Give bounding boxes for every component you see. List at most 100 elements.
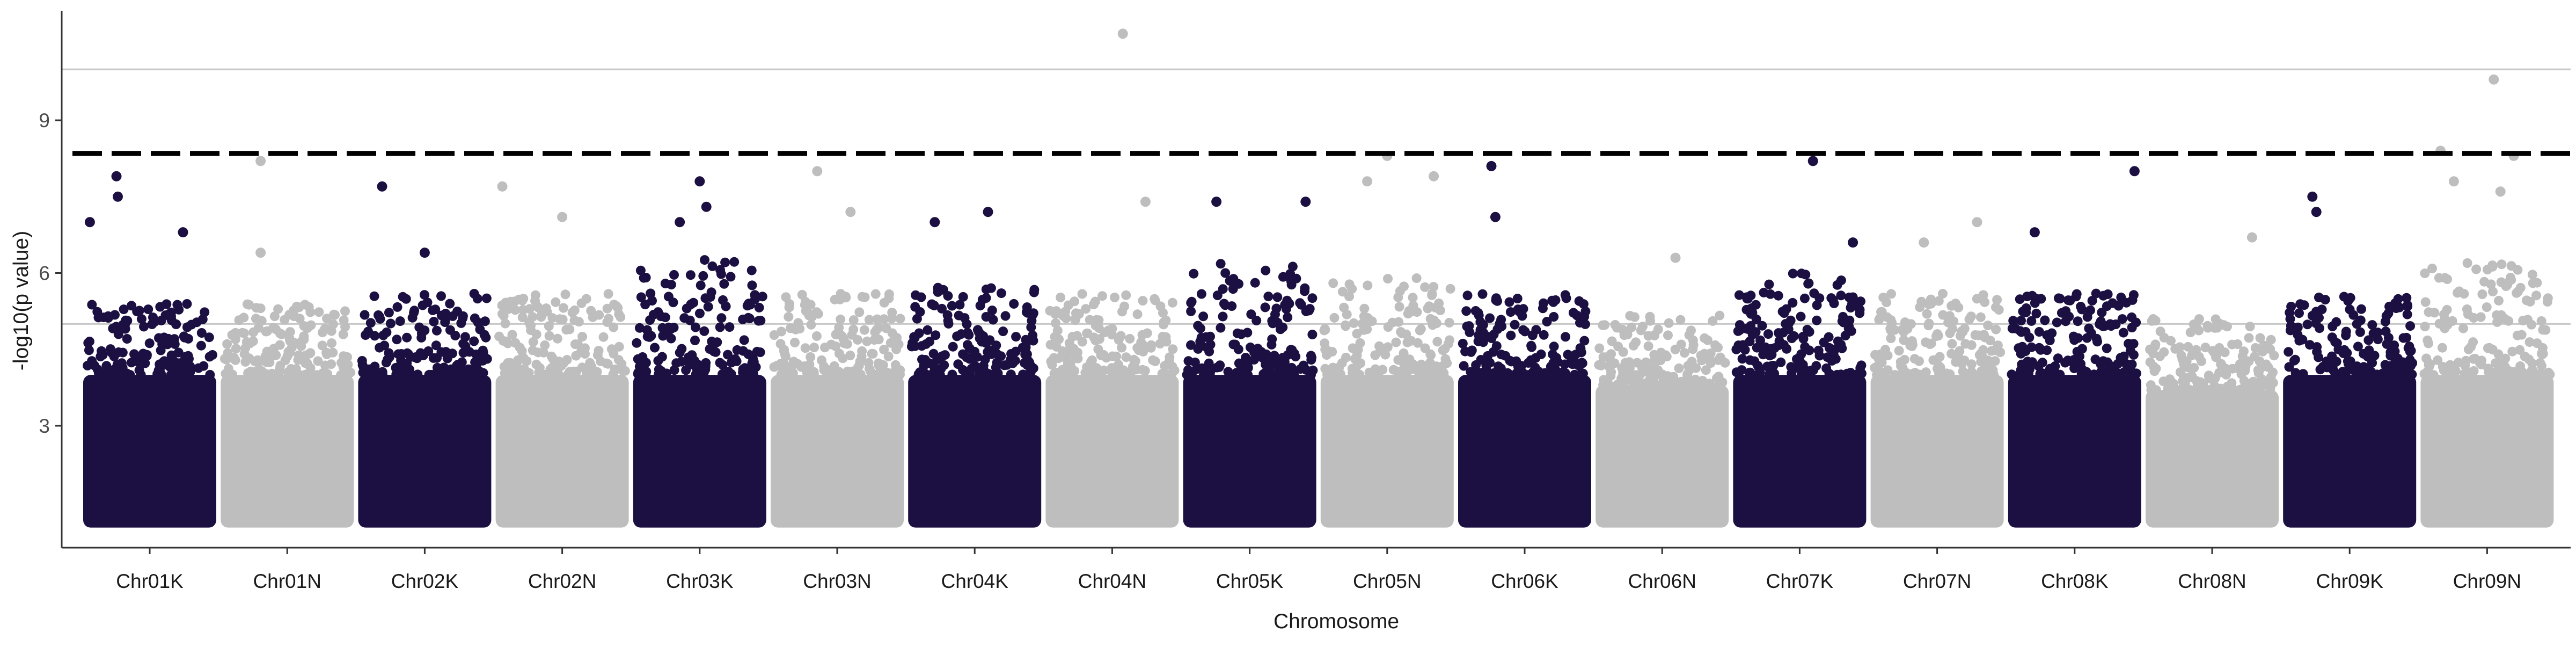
point	[2531, 290, 2541, 301]
point-cloud-chr08k	[2008, 375, 2141, 528]
point	[475, 324, 485, 335]
point	[742, 301, 752, 311]
notable-point-chr08k	[2129, 166, 2140, 177]
point	[1510, 319, 1520, 330]
point	[1142, 328, 1152, 338]
point	[1539, 298, 1548, 308]
point	[947, 369, 957, 380]
point	[2487, 345, 2498, 355]
point	[1082, 328, 1092, 338]
point	[1077, 289, 1087, 299]
point	[2127, 367, 2138, 377]
point	[2061, 316, 2071, 326]
point	[398, 292, 408, 302]
notable-point-chr09n	[2448, 176, 2459, 187]
point	[1022, 308, 1033, 318]
point	[1087, 355, 1097, 365]
point	[974, 328, 984, 337]
point	[943, 318, 954, 329]
point	[703, 302, 713, 312]
point	[1708, 316, 1718, 326]
notable-point-chr05k	[1300, 197, 1311, 207]
point	[2314, 352, 2323, 362]
point	[1578, 368, 1588, 379]
point	[1942, 368, 1952, 379]
point	[1751, 314, 1761, 324]
point	[1953, 302, 1964, 312]
point	[750, 290, 760, 300]
point	[620, 366, 630, 376]
point	[1089, 332, 1099, 343]
point	[588, 312, 598, 322]
notable-point-chr04k	[930, 217, 940, 228]
point	[431, 325, 442, 336]
point	[2350, 366, 2360, 376]
point	[2252, 384, 2263, 395]
point	[726, 272, 736, 282]
point	[148, 312, 158, 323]
point	[1989, 345, 2000, 355]
point	[928, 348, 939, 359]
point	[1287, 261, 1298, 272]
point	[2345, 304, 2355, 315]
point	[1808, 365, 1818, 375]
axis-ticks: 3 6 9 Chr01K Chr01N Chr02K Chr02N Chr03K Chr03N C…	[39, 110, 2521, 592]
point	[422, 297, 433, 308]
point	[2007, 323, 2017, 333]
point	[1431, 361, 1441, 372]
point	[1401, 370, 1411, 380]
point	[1951, 357, 1961, 367]
point	[1444, 335, 1454, 345]
point	[2034, 327, 2044, 337]
point	[1202, 342, 1212, 352]
point	[2477, 289, 2487, 299]
point	[1636, 325, 1646, 336]
point	[1485, 313, 1495, 323]
point	[415, 348, 426, 358]
point	[2250, 343, 2260, 353]
point	[1966, 359, 1977, 369]
point	[867, 348, 877, 359]
point	[1883, 351, 1893, 361]
point	[1812, 300, 1822, 310]
point	[2204, 370, 2214, 381]
point	[1792, 354, 1802, 364]
point	[2463, 309, 2473, 319]
point	[470, 357, 480, 367]
point	[2179, 379, 2189, 389]
point	[1504, 297, 1514, 307]
point	[1459, 361, 1469, 371]
point	[139, 322, 149, 332]
point	[320, 324, 330, 334]
point	[1701, 365, 1711, 375]
point	[1505, 355, 1515, 366]
point	[2515, 282, 2526, 293]
point	[1561, 293, 1571, 303]
point	[699, 367, 709, 377]
point	[1160, 361, 1170, 371]
point	[317, 340, 327, 351]
point	[2269, 351, 2279, 361]
point	[660, 312, 670, 323]
point	[669, 365, 679, 375]
point	[784, 312, 794, 322]
point	[84, 337, 94, 346]
point	[1746, 303, 1757, 313]
point	[1759, 287, 1769, 297]
point	[790, 337, 800, 347]
point	[2429, 308, 2440, 318]
point	[718, 370, 728, 380]
point	[1352, 329, 1362, 339]
point	[866, 366, 876, 376]
point	[2447, 316, 2457, 326]
point	[2098, 290, 2109, 301]
point	[1676, 376, 1686, 387]
point	[668, 297, 678, 308]
point	[1548, 350, 1558, 359]
point	[242, 299, 252, 309]
point	[1116, 331, 1126, 341]
point	[241, 337, 252, 347]
point	[1531, 353, 1541, 363]
point	[409, 306, 420, 316]
point	[403, 349, 413, 359]
